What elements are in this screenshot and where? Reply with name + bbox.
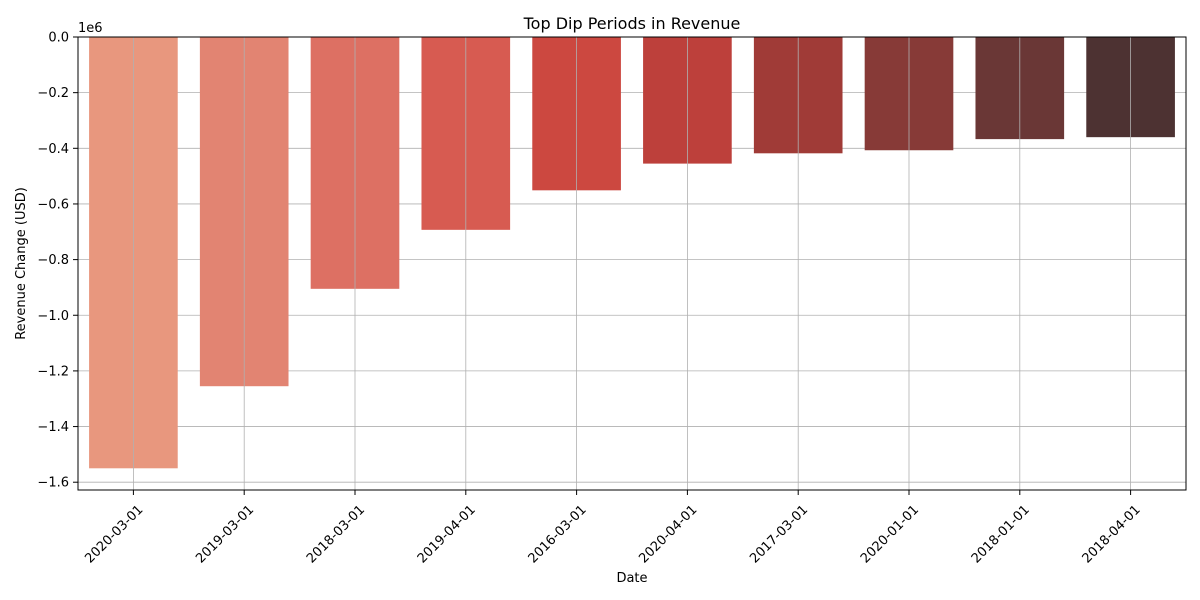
- x-tick-label: 2019-04-01: [415, 502, 479, 566]
- y-tick-label: 0.0: [48, 31, 69, 46]
- y-tick-label: −0.2: [37, 86, 69, 101]
- x-axis-ticks: 2020-03-01 2019-03-01 2018-03-01 2019-04-01…: [82, 490, 1144, 566]
- x-tick-label: 2016-03-01: [526, 502, 590, 566]
- x-axis-label: Date: [616, 571, 647, 586]
- chart-title: Top Dip Periods in Revenue: [523, 14, 741, 33]
- y-tick-label: −0.8: [37, 253, 69, 268]
- x-tick-label: 2018-01-01: [969, 502, 1033, 566]
- x-tick-label: 2020-01-01: [858, 502, 922, 566]
- x-tick-label: 2020-03-01: [82, 502, 146, 566]
- y-tick-label: −0.4: [37, 142, 69, 157]
- y-axis-offset-label: 1e6: [78, 21, 103, 36]
- y-tick-label: −1.6: [37, 476, 69, 491]
- bars-layer: [89, 37, 1175, 490]
- y-tick-label: −1.4: [37, 420, 69, 435]
- x-tick-label: 2020-04-01: [636, 502, 700, 566]
- y-tick-label: −1.0: [37, 309, 69, 324]
- y-tick-label: −1.2: [37, 364, 69, 379]
- plot-frame: [77, 36, 1187, 491]
- x-tick-label: 2017-03-01: [747, 502, 811, 566]
- x-tick-label: 2019-03-01: [193, 502, 257, 566]
- y-tick-label: −0.6: [37, 197, 69, 212]
- x-tick-label: 2018-03-01: [304, 502, 368, 566]
- y-axis-ticks: 0.0 −0.2 −0.4 −0.6 −0.8 −1.0 −1.2 −1.4 −1.6: [37, 31, 78, 491]
- y-axis-label: Revenue Change (USD): [14, 187, 29, 340]
- x-tick-label: 2018-04-01: [1080, 502, 1144, 566]
